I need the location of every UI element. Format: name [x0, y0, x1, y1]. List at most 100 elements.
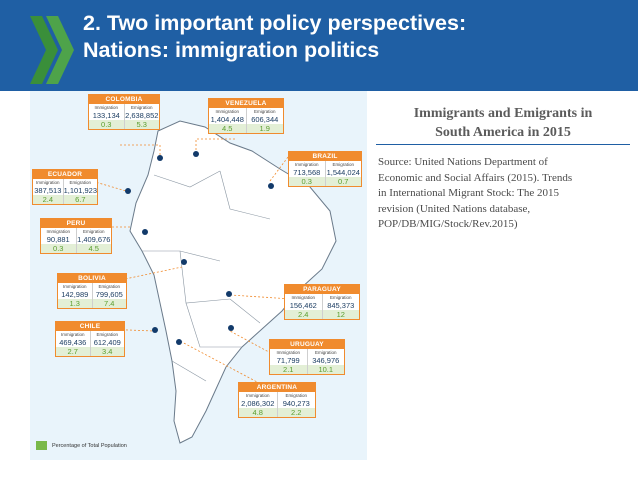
bolivia-marker [181, 259, 187, 265]
country-name: BRAZIL [289, 152, 361, 161]
panel-title-line-2: South America in 2015 [435, 125, 571, 140]
paraguay-marker [226, 291, 232, 297]
immigration-value: 713,568 [293, 168, 321, 177]
country-card-argentina: ARGENTINA Immigration 2,086,302 4.8 Emigra… [238, 382, 316, 418]
country-name: CHILE [56, 322, 124, 331]
source-line: Source: United Nations Department of [378, 156, 548, 168]
immigration-value: 90,881 [46, 235, 70, 244]
oecd-chevrons-logo [30, 16, 74, 84]
emigration-label: Emigration [130, 105, 153, 110]
slide-header: 2. Two important policy perspectives: Na… [0, 0, 638, 91]
country-name: VENEZUELA [209, 99, 283, 108]
country-name: ECUADOR [33, 170, 97, 179]
chile-marker [152, 327, 158, 333]
south-america-migration-map: COLOMBIA Immigration 133,134 0.3 Emigratio… [30, 91, 367, 460]
immigration-value: 71,799 [276, 356, 300, 365]
emigration-label: Emigration [332, 162, 354, 167]
immigration-value: 133,134 [92, 111, 120, 120]
country-card-chile: CHILE Immigration 469,436 2.7 Emigration 61… [55, 321, 125, 357]
immigration-label: Immigration [94, 105, 118, 110]
source-line: in International Migrant Stock: The 2015 [378, 187, 559, 199]
immigration-percent: 2.4 [33, 195, 63, 204]
emigration-value: 606,344 [251, 115, 279, 124]
argentina-marker [176, 339, 182, 345]
immigration-value: 2,086,302 [241, 399, 275, 408]
country-card-paraguay: PARAGUAY Immigration 156,462 2.4 Emigratio… [284, 284, 360, 320]
immigration-label: Immigration [36, 180, 60, 185]
immigration-label: Immigration [276, 350, 300, 355]
colombia-marker [157, 155, 163, 161]
ecuador-marker [125, 188, 131, 194]
country-card-brazil: BRAZIL Immigration 713,568 0.3 Emigration 1… [288, 151, 362, 187]
country-card-colombia: COLOMBIA Immigration 133,134 0.3 Emigratio… [88, 94, 160, 130]
peru-marker [142, 229, 148, 235]
immigration-value: 469,436 [59, 338, 87, 347]
immigration-label: Immigration [62, 284, 87, 289]
country-card-peru: PERU Immigration 90,881 0.3 Emigration 1,40… [40, 218, 112, 254]
immigration-value: 156,462 [289, 301, 317, 310]
immigration-percent: 0.3 [41, 244, 76, 253]
country-name: PERU [41, 219, 111, 228]
emigration-percent: 10.1 [307, 365, 344, 374]
immigration-percent: 0.3 [89, 120, 124, 129]
emigration-value: 612,409 [93, 338, 121, 347]
immigration-label: Immigration [60, 332, 85, 337]
legend-swatch [36, 441, 47, 450]
country-name: URUGUAY [270, 340, 344, 349]
emigration-label: Emigration [253, 109, 276, 114]
immigration-percent: 2.4 [285, 310, 322, 319]
source-line: POP/DB/MIG/Stock/Rev.2015) [378, 218, 518, 230]
country-name: PARAGUAY [285, 285, 359, 294]
emigration-percent: 12 [322, 310, 359, 319]
slide-title: 2. Two important policy perspectives: Na… [83, 10, 466, 64]
country-card-uruguay: URUGUAY Immigration 71,799 2.1 Emigration 3… [269, 339, 345, 375]
immigration-percent: 2.1 [270, 365, 307, 374]
immigration-percent: 1.3 [58, 299, 92, 308]
immigration-label: Immigration [215, 109, 239, 114]
immigration-label: Immigration [245, 393, 270, 398]
emigration-value: 1,409,676 [77, 235, 111, 244]
immigration-label: Immigration [46, 229, 70, 234]
emigration-label: Emigration [69, 180, 92, 185]
emigration-label: Emigration [98, 284, 120, 289]
country-name: ARGENTINA [239, 383, 315, 392]
emigration-value: 2,638,852 [125, 111, 159, 120]
emigration-label: Emigration [285, 393, 307, 398]
immigration-percent: 0.3 [289, 177, 325, 186]
emigration-percent: 7.4 [92, 299, 126, 308]
emigration-label: Emigration [314, 350, 337, 355]
panel-title: Immigrants and Emigrants in South Americ… [374, 104, 632, 142]
emigration-label: Emigration [82, 229, 105, 234]
emigration-percent: 4.5 [76, 244, 111, 253]
brazil-marker [268, 183, 274, 189]
country-card-bolivia: BOLIVIA Immigration 142,989 1.3 Emigration… [57, 273, 127, 309]
emigration-value: 845,373 [327, 301, 355, 310]
slide-title-line-2: Nations: immigration politics [83, 38, 380, 62]
immigration-label: Immigration [291, 295, 315, 300]
source-line: revision (United Nations database, [378, 202, 531, 215]
emigration-value: 346,976 [312, 356, 340, 365]
source-citation: Source: United Nations Department of Eco… [378, 155, 630, 233]
immigration-percent: 4.8 [239, 408, 277, 417]
emigration-percent: 1.9 [246, 124, 283, 133]
immigration-percent: 2.7 [56, 347, 90, 356]
emigration-percent: 3.4 [90, 347, 124, 356]
immigration-percent: 4.5 [209, 124, 246, 133]
immigration-label: Immigration [294, 162, 319, 167]
country-card-venezuela: VENEZUELA Immigration 1,404,448 4.5 Emigra… [208, 98, 284, 134]
immigration-value: 387,513 [34, 186, 62, 195]
emigration-percent: 0.7 [325, 177, 361, 186]
panel-divider [376, 144, 630, 145]
emigration-value: 1,544,024 [326, 168, 360, 177]
emigration-percent: 5.3 [124, 120, 159, 129]
emigration-label: Emigration [96, 332, 118, 337]
legend-text: Percentage of Total Population [52, 442, 127, 449]
emigration-value: 1,101,923 [63, 186, 97, 195]
country-card-ecuador: ECUADOR Immigration 387,513 2.4 Emigration… [32, 169, 98, 205]
venezuela-marker [193, 151, 199, 157]
map-legend: Percentage of Total Population [36, 441, 127, 450]
uruguay-marker [228, 325, 234, 331]
emigration-percent: 6.7 [63, 195, 97, 204]
country-name: BOLIVIA [58, 274, 126, 283]
emigration-value: 799,605 [95, 290, 123, 299]
